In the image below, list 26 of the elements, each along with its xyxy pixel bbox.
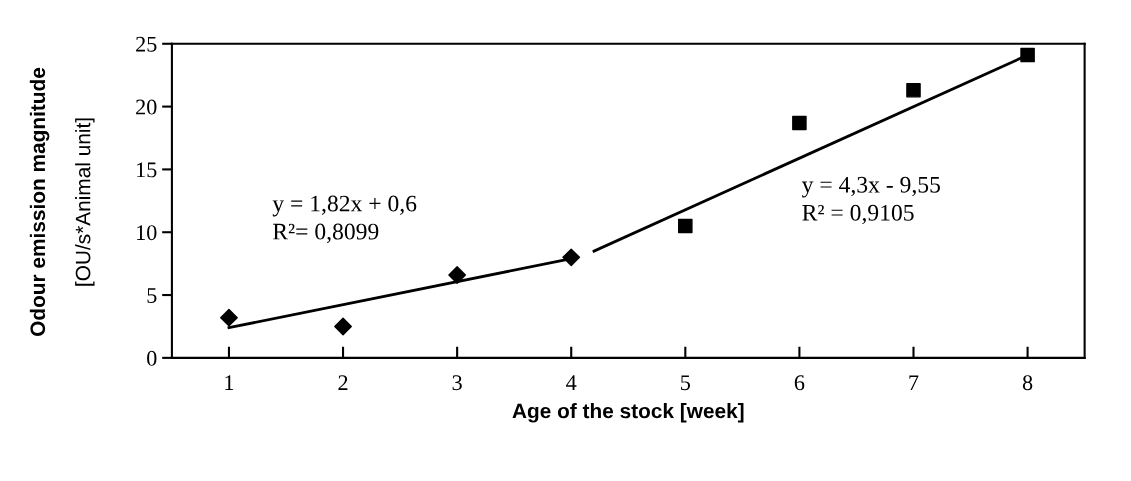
x-axis-title: Age of the stock [week]	[512, 403, 744, 423]
point	[448, 266, 467, 284]
text: Odour emission magnitude [OU/s*Animal unit]	[29, 67, 95, 337]
point	[562, 248, 581, 267]
x-tick-label: 3	[452, 375, 462, 391]
x-tick-label: 4	[566, 375, 577, 390]
point	[334, 317, 352, 336]
x-tick-label: 6	[794, 375, 805, 391]
annotation: y = 4,3x - 9,55 R² = 0,9105	[801, 176, 940, 225]
y-tick-label: 20	[136, 99, 157, 115]
point	[678, 218, 693, 234]
point	[906, 82, 921, 98]
point	[792, 115, 807, 131]
annotation: y = 1,82x + 0,6 R²= 0,8099	[272, 195, 417, 243]
y-tick-label: 10	[137, 225, 157, 241]
x-tick-label: 7	[909, 375, 919, 390]
y-tick-label: 15	[137, 162, 157, 178]
y-tick-label: 5	[147, 288, 157, 303]
x-tick-label: 1	[225, 375, 234, 390]
point	[1020, 47, 1035, 63]
y-tick-label: 0	[147, 350, 157, 366]
point	[220, 308, 238, 327]
y-tick-label: 25	[136, 36, 157, 52]
x-tick-label: 8	[1022, 375, 1033, 391]
x-tick-label: 5	[681, 375, 690, 391]
x-tick-label: 2	[338, 375, 348, 390]
